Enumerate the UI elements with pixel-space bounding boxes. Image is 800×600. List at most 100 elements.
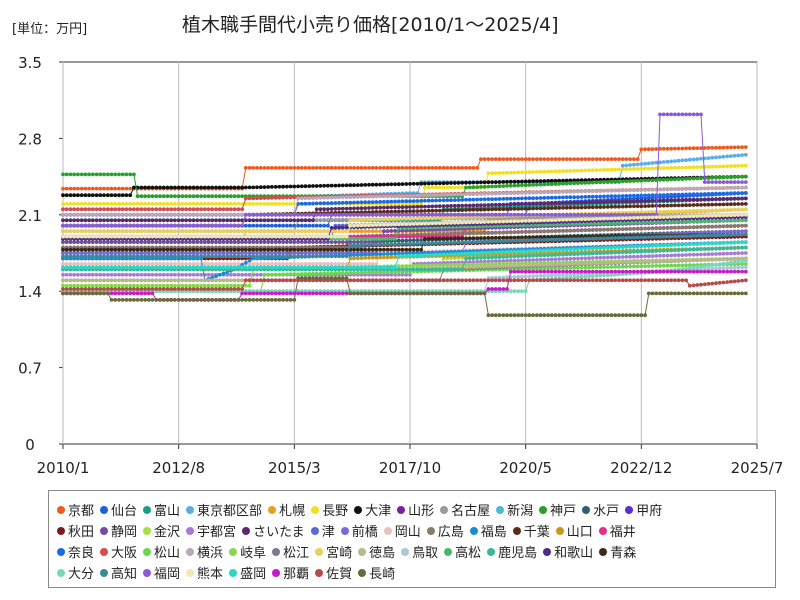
data-point — [572, 256, 577, 261]
data-point — [240, 202, 245, 206]
data-point — [482, 259, 487, 264]
series-22 — [61, 223, 748, 250]
data-point — [105, 218, 110, 223]
data-point — [579, 200, 584, 205]
data-point — [128, 202, 133, 206]
data-point — [225, 194, 230, 199]
data-point — [232, 272, 237, 277]
data-point — [561, 201, 565, 206]
data-point — [374, 210, 379, 214]
data-point — [348, 206, 353, 211]
data-point — [337, 240, 341, 245]
data-point — [307, 184, 312, 189]
data-point — [523, 179, 528, 184]
data-point — [243, 272, 248, 277]
data-point — [658, 226, 662, 231]
data-point — [72, 272, 77, 277]
data-point — [292, 223, 297, 228]
data-point — [210, 275, 215, 280]
data-point — [385, 272, 390, 277]
data-point — [441, 166, 446, 170]
data-point — [557, 157, 562, 162]
data-point — [404, 166, 409, 170]
data-point — [307, 218, 312, 223]
data-point — [725, 175, 730, 180]
x-tick-label: 2010/1 — [37, 459, 90, 477]
data-point — [486, 207, 491, 212]
data-point — [258, 166, 263, 170]
data-point — [687, 146, 692, 151]
data-point — [445, 166, 450, 170]
data-point — [650, 166, 655, 171]
data-point — [113, 251, 118, 255]
data-point — [527, 230, 532, 234]
data-point — [359, 166, 364, 170]
data-point — [437, 208, 442, 213]
data-point — [210, 240, 215, 245]
data-point — [314, 223, 319, 228]
data-point — [385, 166, 390, 170]
data-point — [658, 166, 662, 171]
data-point — [370, 240, 375, 245]
data-point — [493, 231, 498, 235]
data-point — [299, 262, 304, 266]
data-point — [449, 204, 453, 208]
data-point — [176, 251, 181, 255]
data-point — [702, 225, 707, 229]
data-point — [243, 251, 248, 255]
data-point — [460, 185, 465, 190]
data-point — [650, 226, 655, 231]
data-point — [445, 185, 450, 190]
data-point — [721, 175, 726, 180]
data-point — [598, 157, 603, 162]
data-point — [173, 194, 177, 199]
data-point — [307, 262, 312, 266]
data-point — [605, 180, 610, 184]
data-point — [408, 182, 412, 186]
data-point — [512, 157, 517, 162]
data-point — [508, 202, 513, 207]
data-point — [195, 262, 200, 266]
data-point — [639, 204, 644, 209]
data-point — [665, 203, 670, 208]
data-point — [411, 166, 416, 170]
data-point — [695, 203, 700, 207]
data-point — [501, 207, 506, 212]
data-point — [98, 172, 103, 177]
data-point — [292, 262, 297, 266]
data-point — [602, 205, 606, 209]
data-point — [725, 224, 730, 229]
data-point — [419, 199, 424, 203]
data-point — [270, 166, 274, 170]
data-point — [270, 251, 274, 255]
data-point — [471, 207, 476, 212]
data-point — [467, 166, 472, 170]
series-17 — [61, 251, 748, 277]
data-point — [199, 272, 204, 277]
data-point — [307, 166, 312, 170]
data-point — [460, 198, 465, 202]
data-point — [505, 207, 509, 212]
data-point — [486, 171, 491, 176]
data-point — [161, 240, 166, 245]
data-point — [124, 186, 129, 191]
data-point — [531, 229, 535, 234]
data-point — [202, 262, 207, 266]
data-point — [437, 204, 442, 209]
data-point — [333, 183, 338, 188]
data-point — [359, 206, 364, 211]
data-point — [124, 193, 129, 198]
data-point — [382, 272, 386, 277]
data-point — [124, 240, 129, 245]
data-point — [482, 197, 487, 202]
data-point — [176, 202, 181, 206]
data-point — [415, 209, 420, 214]
data-point — [527, 206, 532, 211]
data-point — [725, 251, 730, 256]
data-point — [240, 194, 245, 199]
data-point — [680, 158, 685, 163]
data-point — [464, 208, 468, 212]
data-point — [646, 147, 651, 152]
data-point — [535, 170, 539, 174]
data-point — [94, 193, 99, 198]
